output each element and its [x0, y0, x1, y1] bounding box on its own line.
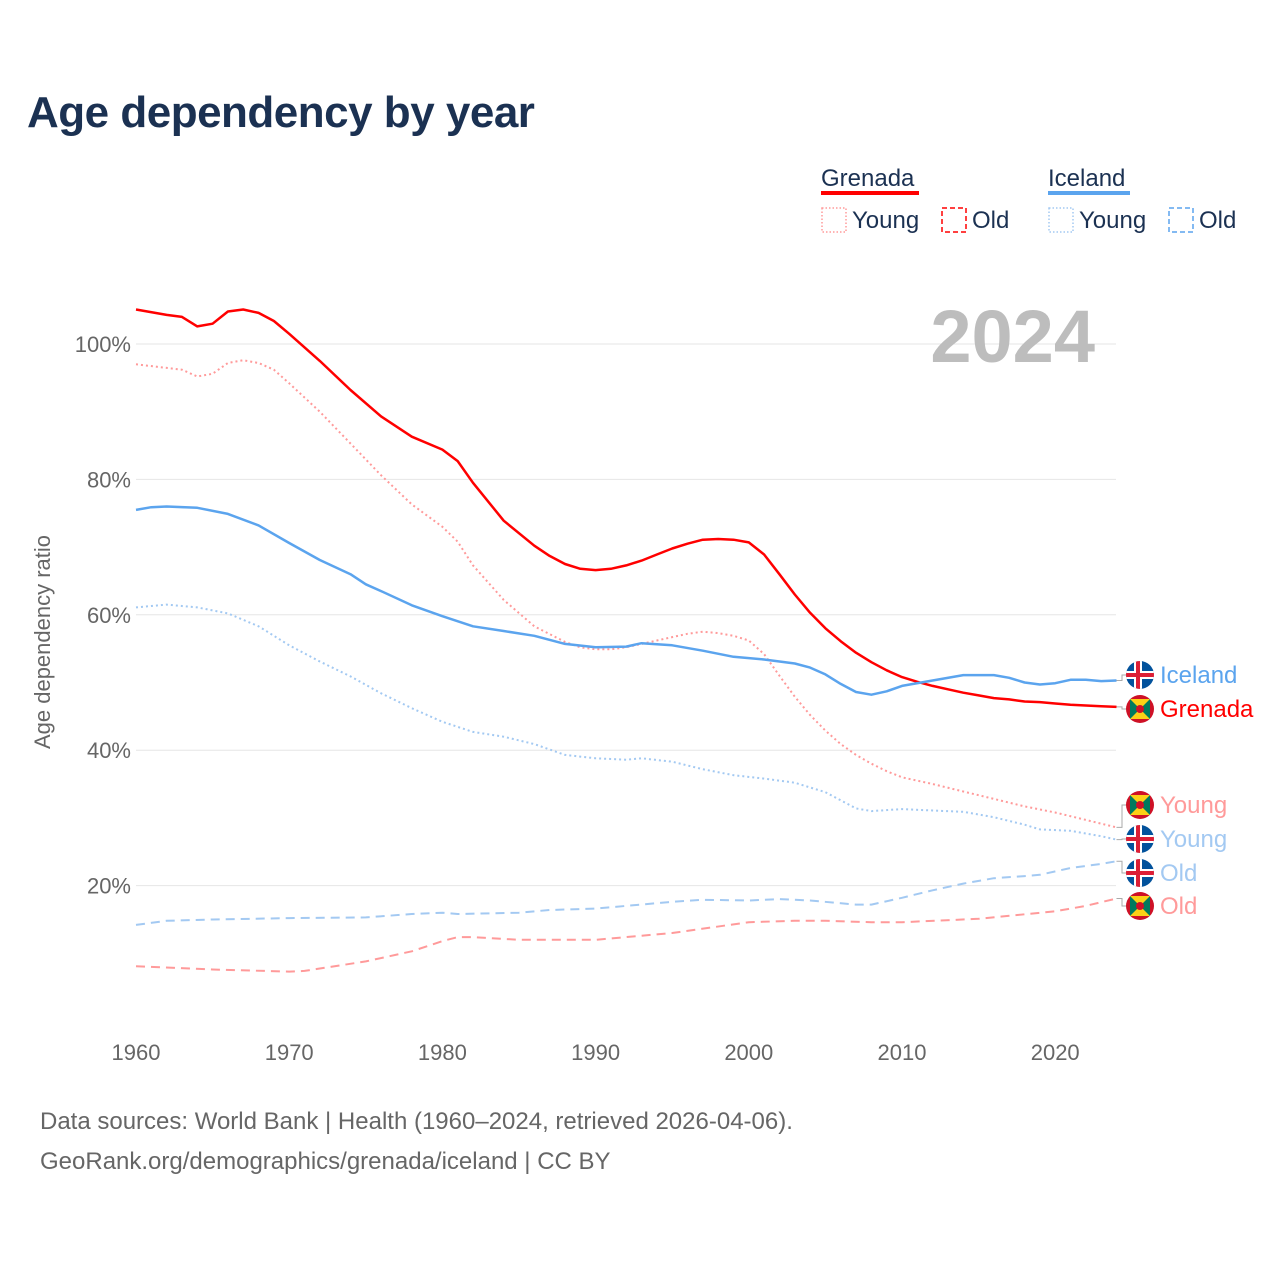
- legend-item-label[interactable]: Old: [1199, 207, 1236, 234]
- grenada-flag-icon: [1126, 695, 1154, 723]
- series-line-grenada[interactable]: [135, 308, 1117, 709]
- x-tick-label: 1970: [265, 1040, 314, 1065]
- end-label: Old: [1160, 860, 1197, 887]
- x-tick-label: 2020: [1031, 1040, 1080, 1065]
- source-url[interactable]: GeoRank.org/demographics/grenada/iceland…: [40, 1148, 611, 1175]
- x-tick-label: 1960: [112, 1040, 161, 1065]
- y-tick-label: 20%: [87, 874, 131, 899]
- series-line-iceland-old[interactable]: [135, 860, 1117, 926]
- y-tick-label: 40%: [87, 738, 131, 763]
- iceland-flag-icon: [1126, 661, 1154, 689]
- legend-swatch-young: [1048, 207, 1074, 233]
- legend-item-label[interactable]: Young: [1079, 207, 1146, 234]
- y-tick-label: 80%: [87, 467, 131, 492]
- end-label: Young: [1160, 826, 1227, 853]
- end-label: Grenada: [1160, 696, 1254, 723]
- chart-title: Age dependency by year: [27, 88, 535, 137]
- x-tick-label: 1980: [418, 1040, 467, 1065]
- x-tick-label: 2010: [878, 1040, 927, 1065]
- end-label: Iceland: [1160, 662, 1237, 689]
- legend-group-title[interactable]: Iceland: [1048, 165, 1125, 192]
- data-source: Data sources: World Bank | Health (1960–…: [40, 1108, 793, 1135]
- end-label: Old: [1160, 893, 1197, 920]
- iceland-flag-icon: [1126, 825, 1154, 853]
- series-line-grenada-old[interactable]: [135, 897, 1117, 973]
- legend-swatch-old: [1168, 207, 1194, 233]
- legend-swatch-young: [821, 207, 847, 233]
- end-label: Young: [1160, 792, 1227, 819]
- iceland-flag-icon: [1126, 859, 1154, 887]
- legend-group-title[interactable]: Grenada: [821, 165, 915, 192]
- y-tick-label: 100%: [75, 332, 131, 357]
- grenada-flag-icon: [1126, 791, 1154, 819]
- legend-item-label[interactable]: Young: [852, 207, 919, 234]
- legend-swatch-old: [941, 207, 967, 233]
- x-tick-label: 2000: [724, 1040, 773, 1065]
- series-line-grenada-young[interactable]: [135, 359, 1117, 829]
- y-axis-label: Age dependency ratio: [30, 535, 55, 749]
- year-watermark: 2024: [930, 295, 1095, 378]
- grenada-flag-icon: [1126, 892, 1154, 920]
- legend-item-label[interactable]: Old: [972, 207, 1009, 234]
- x-tick-label: 1990: [571, 1040, 620, 1065]
- series-line-iceland-young[interactable]: [135, 603, 1117, 841]
- series-line-iceland[interactable]: [135, 505, 1117, 696]
- y-tick-label: 60%: [87, 603, 131, 628]
